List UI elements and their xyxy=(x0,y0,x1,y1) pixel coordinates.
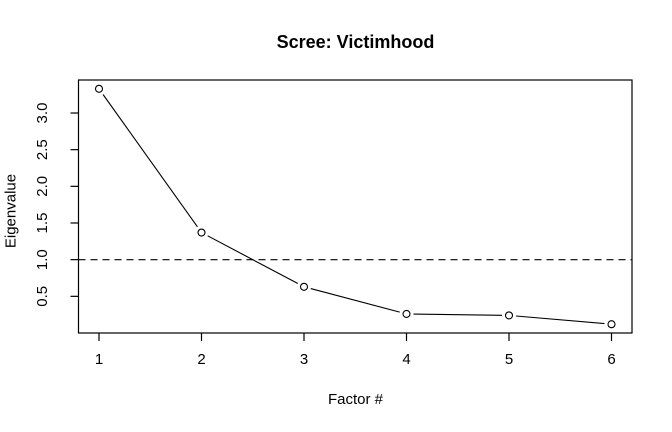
x-tick-label: 6 xyxy=(607,351,615,368)
data-point-marker xyxy=(197,228,206,237)
chart-title: Scree: Victimhood xyxy=(276,32,435,52)
data-point-marker xyxy=(607,320,616,329)
y-tick-label: 2.5 xyxy=(34,139,51,160)
y-tick-label: 1.5 xyxy=(34,213,51,234)
y-tick-label: 1.0 xyxy=(34,249,51,270)
x-tick-label: 2 xyxy=(197,351,205,368)
data-point-marker xyxy=(402,309,411,318)
x-tick-label: 5 xyxy=(505,351,513,368)
series-segment xyxy=(515,315,605,325)
plot-box xyxy=(77,79,633,334)
x-tick-label: 3 xyxy=(300,351,308,368)
series-segment xyxy=(310,288,400,313)
series-segment xyxy=(207,235,299,285)
x-tick-label: 4 xyxy=(402,351,410,368)
x-axis-label: Factor # xyxy=(327,391,384,408)
series-segment xyxy=(413,313,503,316)
x-tick-label: 1 xyxy=(95,351,103,368)
data-point-marker xyxy=(299,282,309,291)
series-segment xyxy=(102,94,198,228)
data-point-marker xyxy=(504,311,514,320)
data-point-marker xyxy=(94,84,104,93)
y-tick-label: 3.0 xyxy=(34,103,51,124)
y-tick-label: 2.0 xyxy=(34,176,51,197)
y-tick-label: 0.5 xyxy=(34,286,51,307)
